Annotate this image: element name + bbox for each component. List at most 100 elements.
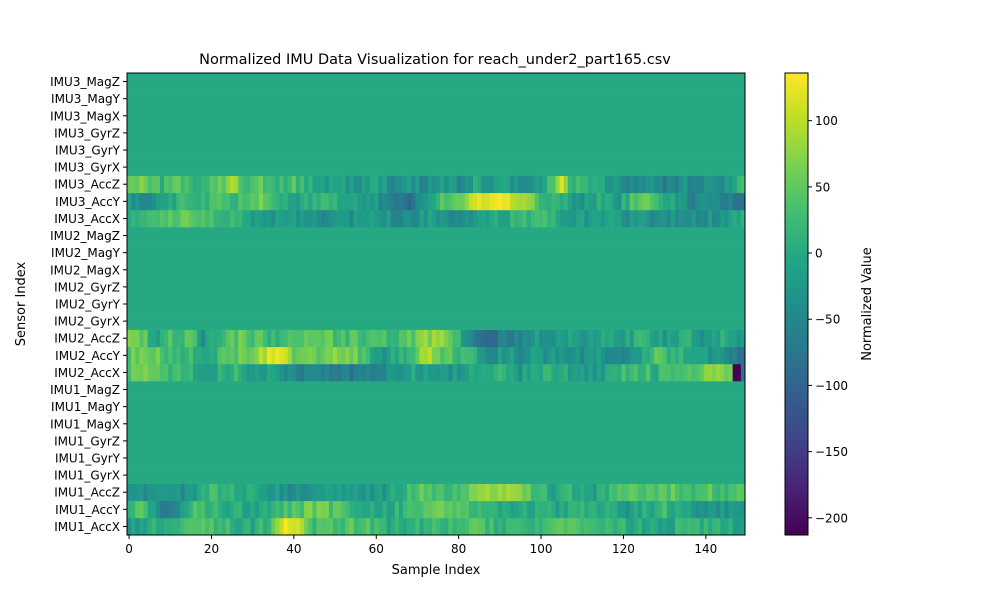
- y-tick-label: IMU2_GyrY: [55, 298, 121, 312]
- heatmap-cell: [370, 175, 375, 194]
- heatmap-cell: [143, 483, 148, 502]
- heatmap-cell: [716, 346, 721, 365]
- heatmap-cell: [337, 192, 342, 211]
- heatmap-cell: [728, 500, 733, 519]
- heatmap-cell: [530, 175, 536, 194]
- heatmap-cell: [720, 517, 725, 536]
- y-tick-label: IMU3_AccX: [54, 212, 120, 226]
- heatmap-cell: [287, 500, 293, 519]
- heatmap-cell: [522, 500, 527, 519]
- heatmap-cell: [390, 192, 396, 211]
- heatmap-cell: [262, 346, 268, 365]
- heatmap-cell: [415, 500, 420, 519]
- heatmap-cell: [341, 500, 346, 519]
- heatmap-cell: [716, 175, 721, 194]
- heatmap-cell: [728, 209, 733, 228]
- heatmap-cell: [365, 192, 371, 211]
- heatmap-cell: [267, 209, 272, 228]
- heatmap-cell: [580, 517, 585, 536]
- heatmap-cell: [127, 500, 132, 519]
- heatmap-cell: [452, 483, 457, 502]
- heatmap-cell: [398, 192, 404, 211]
- heatmap-cell: [242, 517, 247, 536]
- heatmap-cell: [295, 329, 301, 348]
- heatmap-cell: [271, 517, 276, 536]
- heatmap-cell: [370, 517, 375, 536]
- heatmap-cell: [275, 517, 280, 536]
- heatmap-cell: [736, 209, 742, 228]
- heatmap-cell: [493, 483, 499, 502]
- heatmap-cell: [378, 483, 383, 502]
- x-tick-label: 0: [125, 542, 133, 556]
- heatmap-cell: [559, 517, 565, 536]
- heatmap-cell: [431, 175, 437, 194]
- heatmap-cell: [707, 363, 713, 382]
- heatmap-cell: [423, 363, 429, 382]
- heatmap-cell: [728, 363, 733, 382]
- heatmap-cell: [724, 363, 729, 382]
- heatmap-cell: [143, 175, 148, 194]
- heatmap-cell: [415, 363, 420, 382]
- heatmap-cell: [258, 329, 264, 348]
- heatmap-cell: [411, 175, 416, 194]
- heatmap-cell: [221, 500, 227, 519]
- heatmap-cell: [139, 175, 144, 194]
- heatmap-cell: [345, 483, 350, 502]
- heatmap-cell: [349, 209, 354, 228]
- heatmap-cell: [180, 192, 185, 211]
- heatmap-cell: [662, 483, 668, 502]
- heatmap-cell: [341, 209, 346, 228]
- heatmap-cell: [337, 500, 342, 519]
- heatmap-cell: [596, 500, 602, 519]
- heatmap-cell: [176, 363, 181, 382]
- heatmap-cell: [559, 483, 565, 502]
- heatmap-cell: [440, 175, 445, 194]
- heatmap-cell: [374, 192, 379, 211]
- heatmap-cell: [320, 192, 326, 211]
- y-tick-label: IMU2_GyrX: [54, 315, 120, 329]
- heatmap-cell: [151, 209, 157, 228]
- heatmap-cell: [423, 346, 429, 365]
- heatmap-cell: [604, 500, 610, 519]
- heatmap-cell: [567, 329, 573, 348]
- heatmap-cell: [365, 517, 371, 536]
- heatmap-cell: [720, 209, 725, 228]
- heatmap-cell: [155, 329, 161, 348]
- heatmap-cell: [398, 517, 404, 536]
- heatmap-cell: [431, 329, 437, 348]
- heatmap-cell: [625, 483, 630, 502]
- heatmap-cell: [254, 500, 260, 519]
- heatmap-cell: [642, 329, 647, 348]
- heatmap-cell: [588, 363, 593, 382]
- heatmap-cell: [444, 517, 449, 536]
- heatmap-cell: [440, 209, 445, 228]
- heatmap-cell: [510, 329, 515, 348]
- heatmap-cell: [629, 483, 635, 502]
- heatmap-cell: [695, 500, 700, 519]
- heatmap-cell: [304, 192, 309, 211]
- heatmap-cell: [312, 329, 317, 348]
- heatmap-cell: [518, 175, 523, 194]
- heatmap-cell: [184, 483, 190, 502]
- y-tick-label: IMU3_GyrZ: [54, 126, 120, 140]
- heatmap-cell: [514, 363, 519, 382]
- heatmap-cell: [642, 192, 647, 211]
- heatmap-cell: [576, 483, 581, 502]
- heatmap-cell: [613, 483, 618, 502]
- heatmap-cell: [621, 175, 626, 194]
- heatmap-cell: [275, 329, 280, 348]
- heatmap-cell: [390, 175, 396, 194]
- heatmap-cell: [300, 346, 305, 365]
- heatmap-cell: [300, 363, 305, 382]
- heatmap-cell: [398, 483, 404, 502]
- heatmap-cell: [518, 500, 523, 519]
- heatmap-cell: [539, 483, 544, 502]
- heatmap-cell: [221, 346, 227, 365]
- heatmap-cell: [485, 363, 490, 382]
- heatmap-cell: [444, 500, 449, 519]
- heatmap-cell: [283, 346, 288, 365]
- heatmap-cell: [740, 192, 746, 211]
- heatmap-cell: [403, 192, 408, 211]
- heatmap-cell: [172, 175, 177, 194]
- heatmap-cell: [411, 483, 416, 502]
